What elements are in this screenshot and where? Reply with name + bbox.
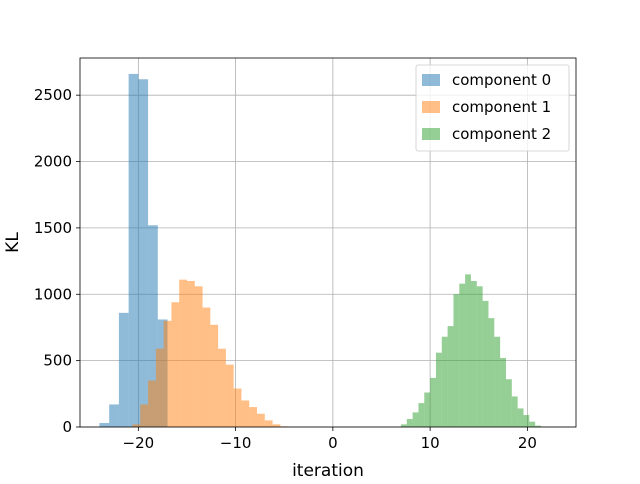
histogram-bar: [412, 412, 419, 427]
histogram-bar: [517, 408, 524, 427]
histogram-bar: [264, 420, 273, 427]
y-tick-label: 0: [62, 418, 72, 436]
y-tick-label: 1500: [34, 219, 72, 237]
histogram-bar: [418, 403, 425, 427]
axis-ticks: −20 −10 0 10 20 0 500 1000 1500 2000 2500: [34, 86, 537, 452]
histogram-bar: [430, 377, 436, 427]
histogram-bar: [163, 320, 172, 427]
histogram-bar: [148, 380, 156, 427]
histogram-bar: [523, 415, 530, 427]
histogram-bar: [218, 348, 226, 427]
histogram-bar: [272, 424, 281, 427]
legend-swatch: [422, 101, 440, 113]
histogram-bar: [241, 400, 250, 427]
histogram-bar: [179, 279, 187, 427]
histogram-bar: [494, 336, 501, 427]
legend-label: component 1: [452, 98, 551, 116]
histogram-bar: [109, 404, 119, 427]
y-axis-label: KL: [3, 232, 23, 253]
x-axis-label: iteration: [292, 461, 364, 480]
legend-label: component 2: [452, 125, 551, 143]
histogram-bar: [482, 300, 489, 427]
histogram-bar: [99, 423, 110, 427]
histogram-bar: [225, 364, 234, 427]
histogram-bar: [470, 280, 477, 427]
histogram-bar: [210, 324, 219, 427]
legend-label: component 0: [452, 71, 551, 89]
histogram-bar: [535, 425, 541, 427]
histogram-bar: [249, 407, 258, 427]
histogram-bar: [128, 73, 139, 428]
histogram-bar: [406, 419, 413, 427]
series-2-bars: [400, 274, 541, 427]
legend-swatch: [422, 74, 440, 86]
histogram-bar: [171, 302, 180, 427]
histogram-bar: [202, 307, 211, 427]
histogram-bar: [453, 294, 460, 427]
histogram-bar: [400, 424, 407, 427]
legend-swatch: [422, 128, 440, 140]
histogram-bar: [435, 352, 442, 427]
x-tick-label: −10: [220, 434, 252, 452]
histogram-bar: [138, 79, 149, 427]
x-tick-label: 0: [328, 434, 338, 452]
histogram-bar: [441, 336, 448, 427]
y-tick-label: 2000: [34, 153, 72, 171]
histogram-bar: [118, 312, 129, 427]
histogram-bar: [186, 280, 195, 427]
histogram-bar: [459, 283, 466, 427]
histogram-bar: [132, 424, 141, 427]
x-tick-label: 10: [421, 434, 440, 452]
histogram-bar: [194, 286, 203, 427]
histogram-bar: [424, 392, 431, 427]
histogram-bars: [99, 73, 541, 428]
histogram-bar: [488, 318, 495, 427]
histogram-bar: [148, 225, 158, 427]
legend-box: [415, 64, 570, 152]
histogram-bar: [529, 421, 536, 427]
y-tick-label: 2500: [34, 86, 72, 104]
histogram-bar: [511, 396, 518, 427]
plot-frame: [79, 57, 577, 428]
histogram-bar: [140, 404, 149, 427]
y-tick-label: 1000: [34, 285, 72, 303]
histogram-bar: [500, 357, 506, 427]
x-tick-label: 20: [518, 434, 537, 452]
histogram-bar: [505, 379, 512, 427]
histogram-bar: [476, 286, 483, 427]
histogram-bar: [447, 326, 454, 427]
histogram-bar: [257, 413, 265, 427]
y-tick-label: 500: [43, 352, 72, 370]
histogram-bar: [233, 388, 242, 427]
legend: component 0 component 1 component 2: [415, 64, 570, 152]
histogram-bar: [465, 274, 471, 427]
histogram-bar: [155, 348, 164, 427]
x-tick-label: −20: [123, 434, 155, 452]
